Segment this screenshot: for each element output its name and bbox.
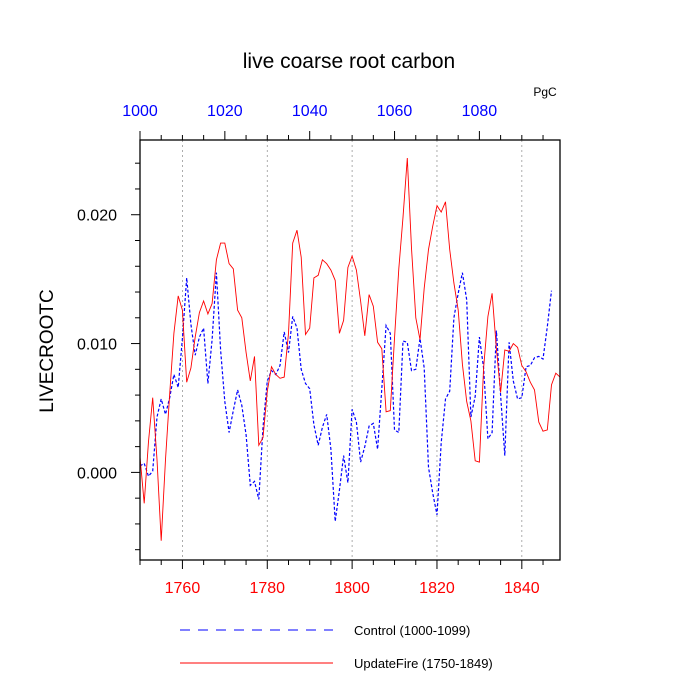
y-tick-label-2: 0.020 [77,208,117,225]
units-label: PgC [533,85,557,99]
series-line-0 [139,272,553,522]
plot-frame [139,139,561,561]
series-lines [139,157,561,541]
series-line-1 [139,157,561,541]
top-tick-label-1020: 1020 [207,103,243,120]
y-axis-label: LIVECROOTC [37,289,58,413]
legend-label-1: UpdateFire (1750-1849) [354,656,493,671]
top-tick-label-1060: 1060 [377,103,413,120]
legend-label-0: Control (1000-1099) [354,623,470,638]
top-tick-label-1040: 1040 [292,103,328,120]
bottom-tick-label-1780: 1780 [249,580,285,597]
grid-lines [182,140,523,560]
legend: Control (1000-1099) UpdateFire (1750-1849… [180,623,493,671]
bottom-tick-label-1800: 1800 [334,580,370,597]
top-tick-label-1080: 1080 [462,103,498,120]
top-tick-label-1000: 1000 [122,103,158,120]
bottom-tick-label-1840: 1840 [504,580,540,597]
y-tick-label-0: 0.000 [77,465,117,482]
chart-title: live coarse root carbon [243,50,455,73]
axis-ticks: 1760 1780 1800 1820 1840 1000 1020 1040 1060 1080… [77,103,544,597]
y-tick-label-1: 0.010 [77,337,117,354]
bottom-tick-label-1820: 1820 [419,580,455,597]
bottom-tick-label-1760: 1760 [165,580,201,597]
